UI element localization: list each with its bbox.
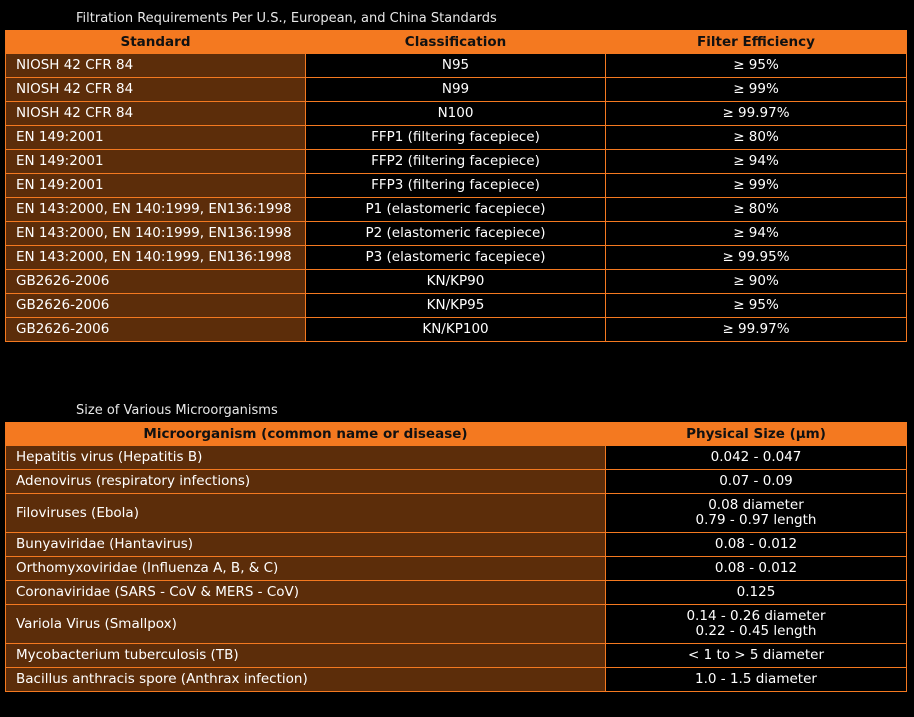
table-cell: 0.08 - 0.012 bbox=[605, 532, 907, 557]
table-cell: ≥ 99.95% bbox=[605, 245, 907, 270]
table-cell: FFP3 (filtering facepiece) bbox=[305, 173, 606, 198]
table-cell: Bacillus anthracis spore (Anthrax infect… bbox=[5, 667, 606, 692]
table-cell: EN 149:2001 bbox=[5, 149, 306, 174]
table-row: EN 143:2000, EN 140:1999, EN136:1998 P1 (… bbox=[5, 197, 907, 222]
table-cell: ≥ 99% bbox=[605, 77, 907, 102]
column-header: Filter Efficiency bbox=[605, 30, 907, 54]
header-row: Microorganism (common name or disease) Ph… bbox=[5, 422, 907, 446]
table-cell: ≥ 95% bbox=[605, 53, 907, 78]
table-cell: NIOSH 42 CFR 84 bbox=[5, 77, 306, 102]
table-cell: Filoviruses (Ebola) bbox=[5, 493, 606, 533]
table-row: NIOSH 42 CFR 84 N95 ≥ 95% bbox=[5, 53, 907, 78]
table-cell: ≥ 99.97% bbox=[605, 317, 907, 342]
cell-line: 0.14 - 0.26 diameter bbox=[686, 608, 826, 624]
table-row: EN 149:2001 FFP3 (filtering facepiece) ≥ 9… bbox=[5, 173, 907, 198]
table-cell: N100 bbox=[305, 101, 606, 126]
table-cell: ≥ 80% bbox=[605, 197, 907, 222]
table-cell: N99 bbox=[305, 77, 606, 102]
table-row: NIOSH 42 CFR 84 N99 ≥ 99% bbox=[5, 77, 907, 102]
table-cell: GB2626-2006 bbox=[5, 293, 306, 318]
table-cell: GB2626-2006 bbox=[5, 317, 306, 342]
table-cell: Bunyaviridae (Hantavirus) bbox=[5, 532, 606, 557]
table-cell: FFP1 (filtering facepiece) bbox=[305, 125, 606, 150]
table-cell: 0.08 diameter 0.79 - 0.97 length bbox=[605, 493, 907, 533]
column-header: Physical Size (µm) bbox=[605, 422, 907, 446]
table-cell: FFP2 (filtering facepiece) bbox=[305, 149, 606, 174]
table-row: Hepatitis virus (Hepatitis B) 0.042 - 0.0… bbox=[5, 445, 907, 470]
table-row: EN 149:2001 FFP2 (filtering facepiece) ≥ 9… bbox=[5, 149, 907, 174]
table-cell: 0.14 - 0.26 diameter 0.22 - 0.45 length bbox=[605, 604, 907, 644]
column-header: Microorganism (common name or disease) bbox=[5, 422, 606, 446]
table-cell: Mycobacterium tuberculosis (TB) bbox=[5, 643, 606, 668]
table-cell: NIOSH 42 CFR 84 bbox=[5, 101, 306, 126]
table-row: EN 143:2000, EN 140:1999, EN136:1998 P2 (… bbox=[5, 221, 907, 246]
header-row: Standard Classification Filter Efficiency bbox=[5, 30, 907, 54]
table-row: GB2626-2006 KN/KP90 ≥ 90% bbox=[5, 269, 907, 294]
table-cell: EN 143:2000, EN 140:1999, EN136:1998 bbox=[5, 245, 306, 270]
table-cell: P3 (elastomeric facepiece) bbox=[305, 245, 606, 270]
table-cell: P2 (elastomeric facepiece) bbox=[305, 221, 606, 246]
table-cell: ≥ 94% bbox=[605, 149, 907, 174]
table-row: Coronaviridae (SARS - CoV & MERS - CoV) 0… bbox=[5, 580, 907, 605]
table: Microorganism (common name or disease) Ph… bbox=[5, 422, 907, 692]
table-row: Filoviruses (Ebola) 0.08 diameter 0.79 - 0… bbox=[5, 493, 907, 533]
table-title: Size of Various Microorganisms bbox=[76, 403, 278, 418]
table-cell: EN 149:2001 bbox=[5, 125, 306, 150]
table-row: EN 143:2000, EN 140:1999, EN136:1998 P3 (… bbox=[5, 245, 907, 270]
table-row: NIOSH 42 CFR 84 N100 ≥ 99.97% bbox=[5, 101, 907, 126]
table-row: Variola Virus (Smallpox) 0.14 - 0.26 diam… bbox=[5, 604, 907, 644]
table-cell: ≥ 80% bbox=[605, 125, 907, 150]
table-cell: N95 bbox=[305, 53, 606, 78]
table-cell: 0.08 - 0.012 bbox=[605, 556, 907, 581]
table-row: GB2626-2006 KN/KP95 ≥ 95% bbox=[5, 293, 907, 318]
table-row: Mycobacterium tuberculosis (TB) < 1 to > … bbox=[5, 643, 907, 668]
table-cell: GB2626-2006 bbox=[5, 269, 306, 294]
table-cell: NIOSH 42 CFR 84 bbox=[5, 53, 306, 78]
table-row: Bunyaviridae (Hantavirus) 0.08 - 0.012 bbox=[5, 532, 907, 557]
table-cell: ≥ 94% bbox=[605, 221, 907, 246]
table-cell: < 1 to > 5 diameter bbox=[605, 643, 907, 668]
table-cell: EN 143:2000, EN 140:1999, EN136:1998 bbox=[5, 197, 306, 222]
table-cell: ≥ 99% bbox=[605, 173, 907, 198]
table-cell: KN/KP100 bbox=[305, 317, 606, 342]
table-cell: P1 (elastomeric facepiece) bbox=[305, 197, 606, 222]
table-row: Bacillus anthracis spore (Anthrax infect… bbox=[5, 667, 907, 692]
table-cell: ≥ 90% bbox=[605, 269, 907, 294]
table-row: Adenovirus (respiratory infections) 0.07 … bbox=[5, 469, 907, 494]
table-row: GB2626-2006 KN/KP100 ≥ 99.97% bbox=[5, 317, 907, 342]
table-title: Filtration Requirements Per U.S., Europe… bbox=[76, 11, 497, 26]
table-row: Orthomyxoviridae (Influenza A, B, & C) 0.… bbox=[5, 556, 907, 581]
table-cell: 0.042 - 0.047 bbox=[605, 445, 907, 470]
table-cell: 1.0 - 1.5 diameter bbox=[605, 667, 907, 692]
table-cell: Adenovirus (respiratory infections) bbox=[5, 469, 606, 494]
table-cell: 0.07 - 0.09 bbox=[605, 469, 907, 494]
column-header: Classification bbox=[305, 30, 606, 54]
table-cell: KN/KP95 bbox=[305, 293, 606, 318]
table-cell: Hepatitis virus (Hepatitis B) bbox=[5, 445, 606, 470]
cell-line: 0.79 - 0.97 length bbox=[695, 512, 817, 528]
table-row: EN 149:2001 FFP1 (filtering facepiece) ≥ 8… bbox=[5, 125, 907, 150]
table-cell: EN 149:2001 bbox=[5, 173, 306, 198]
cell-line: 0.08 diameter bbox=[708, 497, 804, 513]
table-cell: ≥ 95% bbox=[605, 293, 907, 318]
table-cell: EN 143:2000, EN 140:1999, EN136:1998 bbox=[5, 221, 306, 246]
table-cell: KN/KP90 bbox=[305, 269, 606, 294]
table-cell: Orthomyxoviridae (Influenza A, B, & C) bbox=[5, 556, 606, 581]
column-header: Standard bbox=[5, 30, 306, 54]
table: Standard Classification Filter Efficiency N… bbox=[5, 30, 907, 342]
table-cell: ≥ 99.97% bbox=[605, 101, 907, 126]
table-cell: Coronaviridae (SARS - CoV & MERS - CoV) bbox=[5, 580, 606, 605]
cell-line: 0.22 - 0.45 length bbox=[695, 623, 817, 639]
table-cell: Variola Virus (Smallpox) bbox=[5, 604, 606, 644]
table-cell: 0.125 bbox=[605, 580, 907, 605]
